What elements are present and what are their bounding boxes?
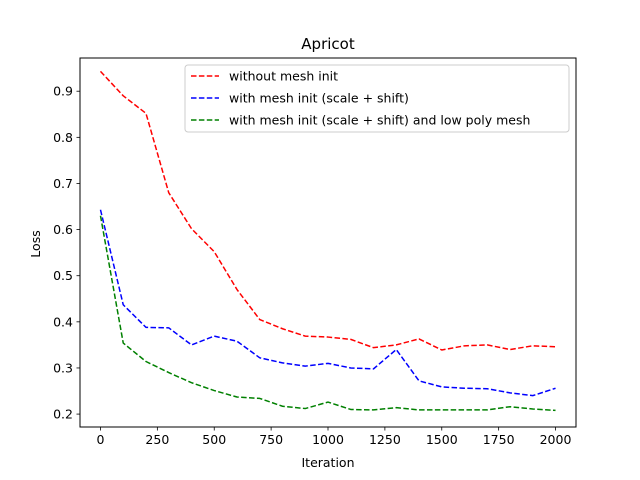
chart-title: Apricot: [301, 35, 355, 53]
x-tick-label: 500: [202, 432, 226, 447]
y-tick-label: 0.4: [53, 314, 73, 329]
legend: without mesh init with mesh init (scale +…: [184, 64, 570, 133]
series-line-3: [99, 215, 556, 412]
legend-label-2: with mesh init (scale + shift): [229, 91, 409, 106]
y-tick-label: 0.6: [53, 222, 73, 237]
y-tick-label: 0.3: [53, 360, 73, 375]
x-tick-label: 1250: [369, 432, 401, 447]
y-axis-label: Loss: [28, 230, 43, 257]
x-tick-label: 1000: [312, 432, 344, 447]
series-line-1: [99, 70, 556, 351]
legend-label-1: without mesh init: [229, 69, 338, 84]
series-line-2: [99, 209, 556, 397]
y-tick-label: 0.9: [53, 84, 73, 99]
y-tick-label: 0.2: [53, 407, 73, 422]
y-axis-ticks: 0.2 0.3 0.4 0.5 0.6 0.7 0.8 0.9: [53, 84, 80, 422]
y-tick-label: 0.5: [53, 268, 73, 283]
legend-label-3: with mesh init (scale + shift) and low p…: [229, 113, 530, 128]
x-tick-label: 1750: [483, 432, 515, 447]
x-tick-label: 2000: [540, 432, 572, 447]
y-tick-label: 0.7: [53, 176, 73, 191]
x-tick-label: 0: [97, 432, 105, 447]
x-tick-label: 750: [259, 432, 283, 447]
legend-box: [184, 64, 570, 133]
x-axis-label: Iteration: [301, 455, 354, 470]
x-axis-ticks: 0 250 500 750 1000 1250 1500 1750 2000: [97, 427, 572, 447]
x-tick-label: 1500: [426, 432, 458, 447]
plot-area: [99, 70, 556, 412]
x-tick-label: 250: [145, 432, 169, 447]
y-tick-label: 0.8: [53, 130, 73, 145]
